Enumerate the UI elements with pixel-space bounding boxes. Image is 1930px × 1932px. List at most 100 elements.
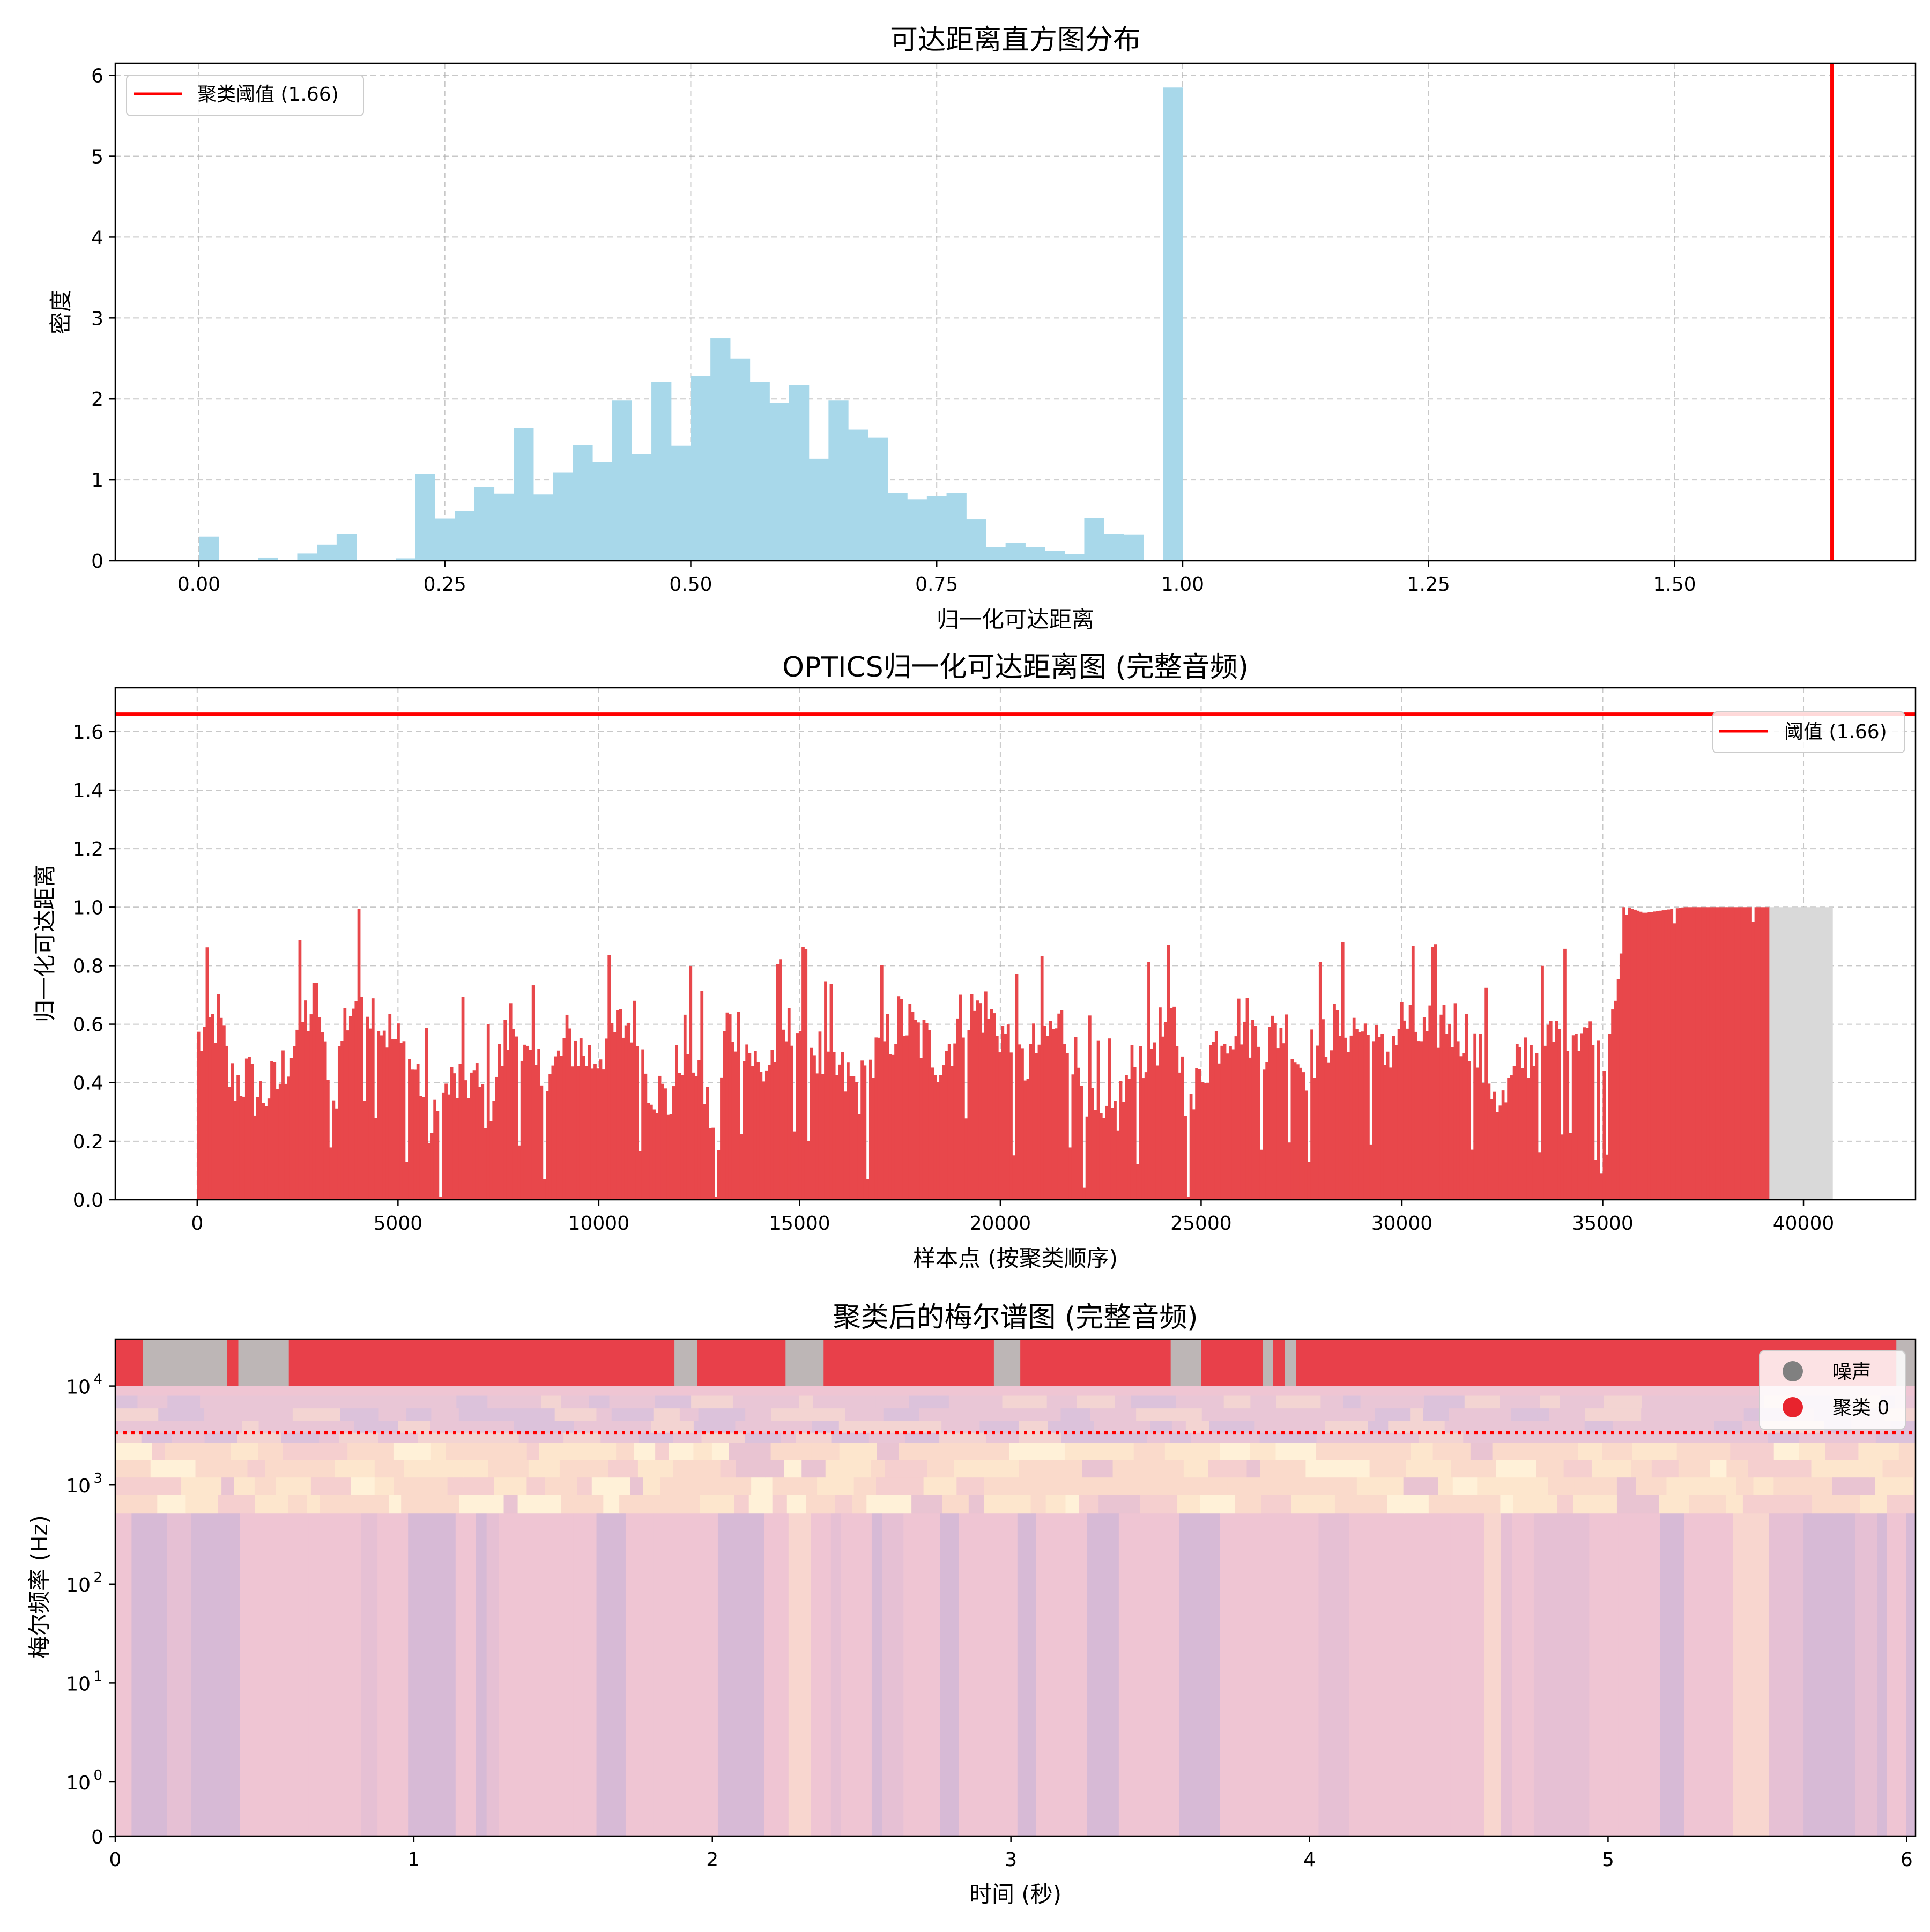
reachability-bar: [984, 991, 988, 1200]
heatmap-cell: [1245, 1513, 1266, 1836]
heatmap-cell: [1220, 1442, 1251, 1460]
heatmap-cell: [1209, 1477, 1228, 1495]
reachability-bar: [1746, 907, 1749, 1200]
reachability-bar: [1150, 1049, 1154, 1200]
heatmap-cell: [1094, 1420, 1129, 1433]
reachability-bar: [1566, 1051, 1570, 1200]
cluster-strip-cell: [424, 1339, 456, 1386]
heatmap-cell: [1303, 1420, 1325, 1433]
reachability-bar: [959, 994, 962, 1200]
heatmap-cell: [1213, 1432, 1260, 1443]
cluster-strip-cell: [531, 1339, 550, 1386]
reachability-bar: [872, 1078, 875, 1200]
y-tick-base: 10: [66, 1772, 91, 1794]
reachability-bar: [388, 1014, 392, 1200]
reachability-bar: [678, 1073, 681, 1200]
heatmap-cell: [734, 1495, 749, 1514]
reachability-bar: [1147, 962, 1150, 1200]
reachability-bar: [914, 1020, 917, 1200]
reachability-bar: [368, 1028, 372, 1200]
reachability-bar: [1063, 1044, 1066, 1200]
heatmap-cell: [148, 1420, 182, 1433]
histogram-bar: [926, 496, 947, 561]
reachability-bar: [450, 1067, 454, 1200]
heatmap-cell: [237, 1432, 282, 1443]
heatmap-cell: [1464, 1395, 1500, 1409]
heatmap-cell: [1692, 1477, 1720, 1495]
reachability-bar: [565, 1014, 569, 1200]
reachability-bar: [481, 1084, 485, 1200]
reachability-bar: [1704, 907, 1707, 1200]
reachability-bar: [1456, 1041, 1460, 1200]
reachability-bar: [1462, 1053, 1466, 1200]
reachability-bar: [1698, 907, 1702, 1200]
heatmap-cell: [1898, 1442, 1916, 1460]
heatmap-cell: [1450, 1513, 1484, 1836]
heatmap-cell: [545, 1477, 577, 1495]
heatmap-cell: [1630, 1460, 1652, 1478]
heatmap-cell: [561, 1395, 590, 1409]
reachability-bar: [1245, 998, 1249, 1200]
heatmap-cell: [443, 1460, 464, 1478]
y-tick-label: 10 3: [66, 1470, 102, 1497]
cluster-strip-cell: [1387, 1339, 1414, 1386]
y-tick-label: 1: [91, 470, 103, 492]
reachability-bar: [256, 1097, 259, 1200]
heatmap-cell: [1147, 1432, 1170, 1443]
reachability-bar: [1043, 1026, 1046, 1200]
x-tick-label: 10000: [568, 1213, 630, 1235]
heatmap-cell: [677, 1495, 700, 1514]
heatmap-cell: [1612, 1420, 1637, 1433]
reachability-bar: [1723, 907, 1727, 1200]
reachability-title: OPTICS归一化可达距离图 (完整音频): [782, 651, 1249, 683]
reachability-bar: [1088, 1015, 1092, 1200]
reachability-bar: [1198, 1069, 1201, 1200]
histogram-bar: [808, 458, 829, 561]
reachability-bar: [520, 1060, 524, 1200]
heatmap-cell: [871, 1460, 886, 1478]
reachability-bar: [964, 1118, 968, 1200]
reachability-bar: [472, 1070, 476, 1200]
reachability-bar: [877, 1037, 881, 1200]
reachability-bar: [706, 1087, 709, 1200]
histogram-bar: [710, 338, 731, 561]
heatmap-cell: [1064, 1442, 1089, 1460]
reachability-bar: [692, 1072, 695, 1200]
heatmap-cell: [752, 1395, 799, 1409]
histogram-bar: [848, 429, 868, 561]
reachability-y-ticks: 0.0 0.2 0.4 0.6 0.8 1.0 1.2 1.4 1.6: [73, 722, 115, 1212]
reachability-bar: [1389, 1067, 1392, 1200]
heatmap-cell: [591, 1477, 631, 1495]
heatmap-cell: [1636, 1420, 1649, 1433]
reachability-bar: [1330, 1050, 1333, 1200]
heatmap-cell: [1019, 1460, 1043, 1478]
reachability-bar: [1263, 1069, 1266, 1200]
heatmap-cell: [1642, 1395, 1675, 1409]
reachability-bar: [543, 1179, 546, 1200]
heatmap-cell: [150, 1460, 196, 1478]
mel-spectrogram-frame: [114, 1338, 1917, 1837]
heatmap-cell: [1602, 1442, 1632, 1460]
reachability-bar: [616, 1010, 619, 1200]
noise-bar: [1769, 907, 1833, 1200]
reachability-bar: [307, 1031, 310, 1200]
reachability-bar: [751, 1066, 754, 1200]
heatmap-cell: [853, 1477, 877, 1495]
heatmap-cell: [609, 1395, 656, 1409]
heatmap-cell: [1164, 1513, 1180, 1836]
heatmap-cell: [307, 1495, 320, 1514]
heatmap-cell: [673, 1432, 702, 1443]
heatmap-cell: [875, 1395, 910, 1409]
reachability-bar: [838, 1064, 842, 1200]
reachability-bar: [596, 1068, 600, 1200]
heatmap-cell: [966, 1442, 1009, 1460]
heatmap-cell: [289, 1460, 336, 1478]
heatmap-cell: [358, 1495, 390, 1514]
reachability-bar: [976, 1000, 979, 1200]
reachability-bar: [391, 1039, 395, 1200]
reachability-bar: [1586, 1028, 1589, 1200]
heatmap-cell: [637, 1460, 652, 1478]
reachability-bar: [1051, 1029, 1055, 1200]
heatmap-cell: [1913, 1477, 1916, 1495]
reachability-bar: [1279, 1028, 1283, 1200]
